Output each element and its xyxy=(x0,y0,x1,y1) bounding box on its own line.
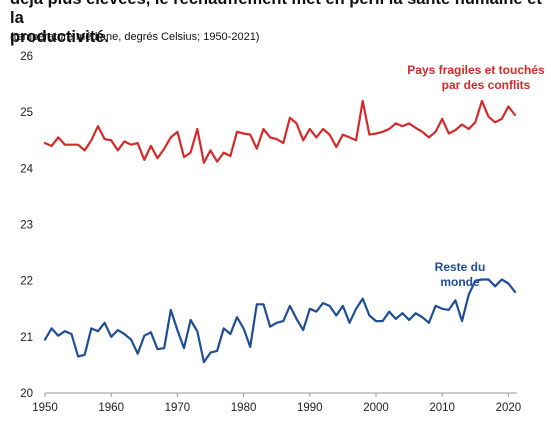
y-tick-label: 26 xyxy=(20,51,33,63)
x-tick-label: 2000 xyxy=(363,402,389,414)
y-tick-label: 24 xyxy=(20,163,33,175)
x-axis-ticks: 1950 1960 1970 1980 1990 2000 2010 2020 xyxy=(32,393,521,414)
series-label-line2: par des conflits xyxy=(442,78,531,92)
series-label-line1: Pays fragiles et touchés xyxy=(407,63,545,77)
x-tick-label: 1990 xyxy=(297,402,323,414)
x-tick-label: 1960 xyxy=(98,402,124,414)
x-tick-label: 1970 xyxy=(165,402,191,414)
chart-title: déjà plus élevées, le réchauffement met … xyxy=(10,0,550,47)
series-line-rest xyxy=(43,278,517,364)
x-tick-label: 1980 xyxy=(231,402,257,414)
series-label-line1: Reste du xyxy=(435,260,486,274)
y-tick-label: 20 xyxy=(20,388,33,400)
series-line-fragile xyxy=(43,99,517,164)
y-tick-label: 22 xyxy=(20,276,33,288)
series-lines xyxy=(43,99,517,364)
chart-subtitle: (température médiane, degrés Celsius; 19… xyxy=(10,31,260,43)
title-line-1: déjà plus élevées, le réchauffement met … xyxy=(10,0,542,27)
x-tick-label: 1950 xyxy=(32,402,58,414)
y-tick-label: 23 xyxy=(20,220,33,232)
x-tick-label: 2010 xyxy=(429,402,455,414)
y-tick-label: 21 xyxy=(20,332,33,344)
series-label-line2: monde xyxy=(440,275,480,289)
title-line-2: productivité. xyxy=(10,28,110,46)
x-tick-label: 2020 xyxy=(496,402,522,414)
y-axis-ticks: 20 21 22 23 24 25 26 xyxy=(20,51,33,400)
y-tick-label: 25 xyxy=(20,107,33,119)
